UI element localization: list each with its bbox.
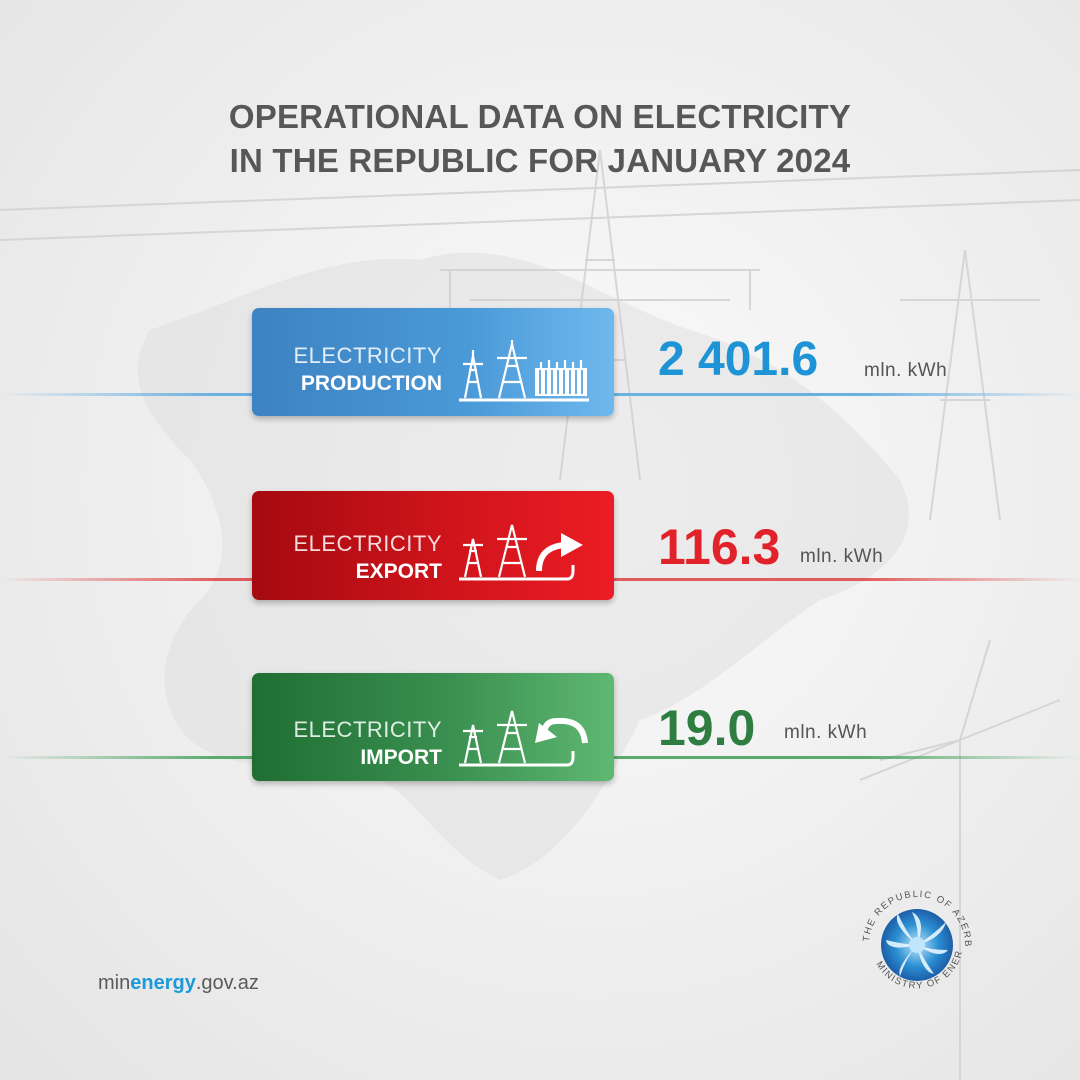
production-label-bottom: PRODUCTION	[300, 372, 442, 395]
import-label-top: ELECTRICITY	[293, 717, 442, 742]
page-title: OPERATIONAL DATA ON ELECTRICITY IN THE R…	[0, 95, 1080, 183]
import-card: ELECTRICITY IMPORT	[252, 673, 614, 781]
site-brand: energy	[130, 972, 196, 994]
export-value: 116.3	[658, 519, 781, 575]
production-value: 2 401.6	[658, 333, 819, 386]
production-label-top: ELECTRICITY	[293, 343, 442, 368]
ministry-seal-logo: THE REPUBLIC OF AZERBAIJAN MINISTRY OF E…	[852, 880, 972, 992]
import-value: 19.0	[658, 700, 756, 756]
website-link[interactable]: minenergy.gov.az	[98, 972, 259, 995]
title-line-2: IN THE REPUBLIC FOR JANUARY 2024	[229, 142, 851, 179]
export-unit: mln. kWh	[800, 546, 884, 567]
import-unit: mln. kWh	[784, 722, 868, 743]
export-arrow-icon	[459, 524, 583, 581]
export-label-bottom: EXPORT	[355, 560, 442, 583]
title-line-1: OPERATIONAL DATA ON ELECTRICITY	[228, 98, 852, 135]
site-prefix: min	[98, 972, 131, 994]
import-arrow-icon	[459, 710, 588, 767]
site-suffix: .gov.az	[195, 972, 259, 994]
power-plant-icon	[459, 340, 589, 402]
export-label-top: ELECTRICITY	[293, 531, 442, 556]
production-card: ELECTRICITY PRODUCTION	[252, 308, 614, 416]
import-label-bottom: IMPORT	[360, 746, 442, 769]
export-card: ELECTRICITY EXPORT	[252, 491, 614, 600]
production-unit: mln. kWh	[864, 360, 948, 381]
